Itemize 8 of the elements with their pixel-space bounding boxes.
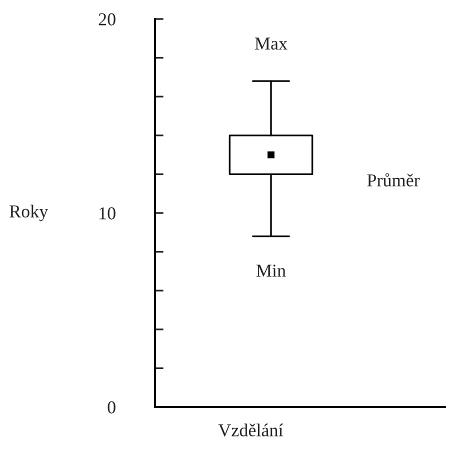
annotation: Min: [256, 264, 286, 277]
annotation: Max: [254, 38, 288, 50]
y-tick-label: 0: [108, 401, 116, 414]
y-tick-label: 10: [100, 207, 116, 220]
x-axis-title: Vzdělání: [218, 424, 284, 436]
y-tick-label: 20: [98, 13, 116, 26]
y-axis-title: Roky: [10, 204, 48, 222]
annotation: Průměr: [367, 173, 420, 186]
